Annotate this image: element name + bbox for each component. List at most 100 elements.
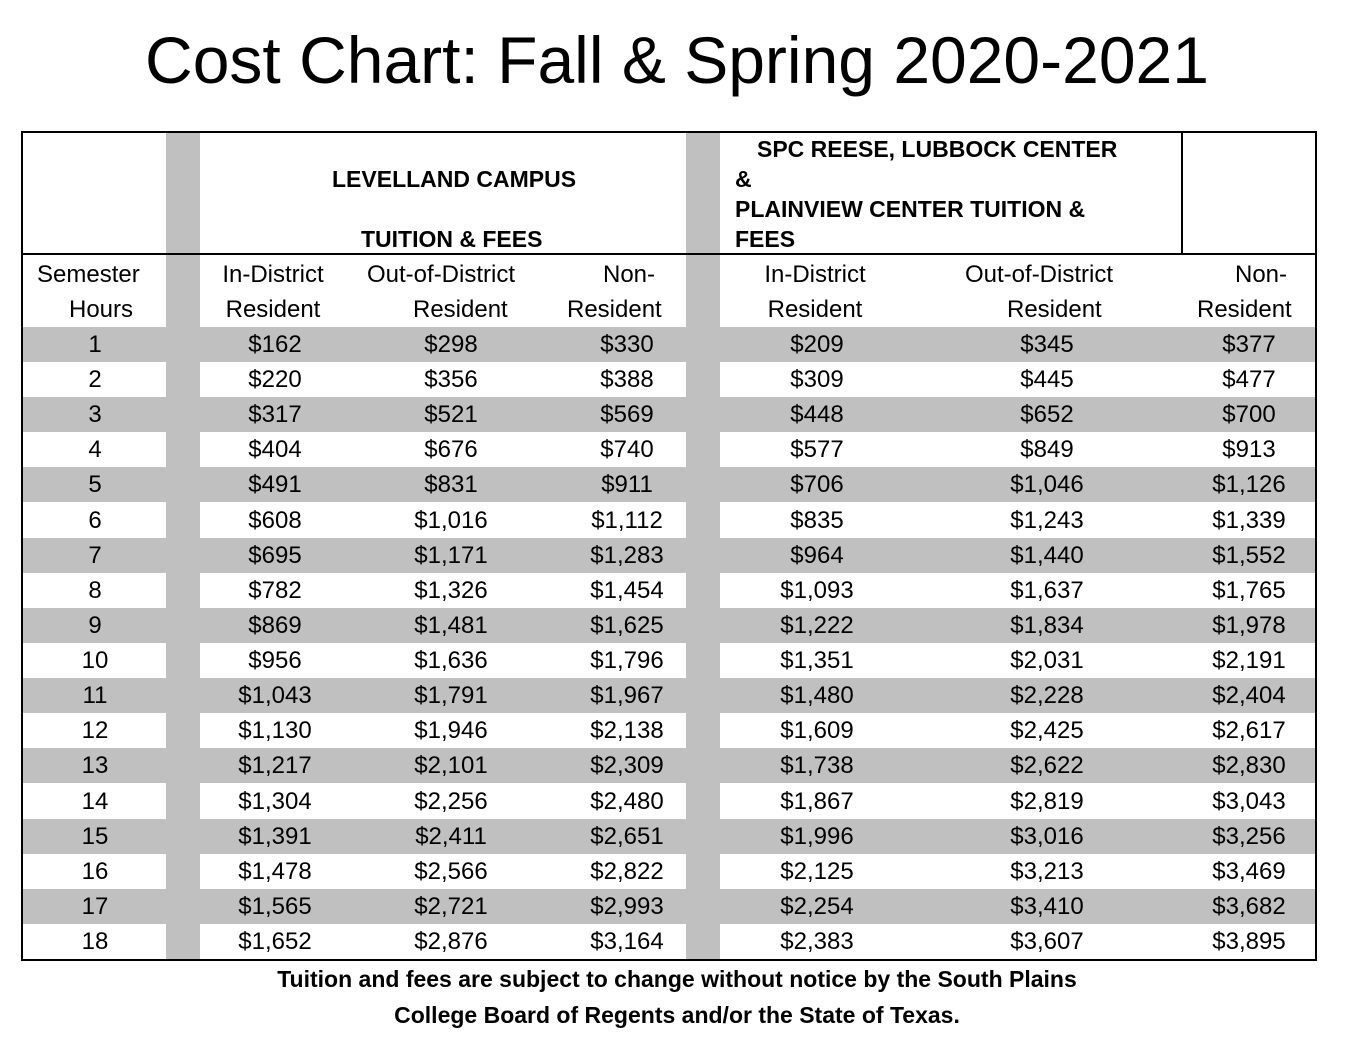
table-row: 4 $404 $676 $740 $577 $849 $913 bbox=[23, 432, 1315, 467]
table-row: 13 $1,217 $2,101 $2,309 $1,738 $2,622 $2,830 bbox=[23, 748, 1315, 784]
cell-reese-out-of-district: $3,607 bbox=[1010, 928, 1084, 956]
cell-hours: 10 bbox=[81, 647, 109, 675]
cell-reese-non-resident: $700 bbox=[1222, 401, 1276, 429]
cell-reese-non-resident: $3,469 bbox=[1212, 857, 1286, 885]
cell-reese-non-resident: $2,617 bbox=[1212, 717, 1286, 745]
cell-hours: 5 bbox=[88, 471, 102, 499]
col-reese-non-resident-line1: Non- bbox=[1235, 261, 1288, 288]
table-row: 15 $1,391 $2,411 $2,651 $1,996 $3,016 $3,256 bbox=[23, 818, 1315, 854]
table-row: 17 $1,565 $2,721 $2,993 $2,254 $3,410 $3,682 bbox=[23, 888, 1315, 924]
col-levelland-out-of-district-line2: Resident bbox=[413, 296, 508, 323]
cell-levelland-in-district: $782 bbox=[248, 576, 302, 604]
cell-levelland-non-resident: $1,967 bbox=[590, 682, 664, 710]
reese-center-heading-line4: FEES bbox=[735, 226, 796, 252]
col-levelland-in-district: In-District Resident bbox=[201, 257, 345, 327]
cell-hours: 2 bbox=[88, 366, 102, 394]
table-row: 16 $1,478 $2,566 $2,822 $2,125 $3,213 $3,469 bbox=[23, 854, 1315, 889]
cell-reese-out-of-district: $3,213 bbox=[1010, 857, 1084, 885]
cell-levelland-out-of-district: $1,791 bbox=[414, 682, 488, 710]
cell-hours: 18 bbox=[81, 928, 109, 956]
cell-levelland-non-resident: $1,625 bbox=[590, 611, 664, 639]
levelland-campus-heading: LEVELLAND CAMPUS bbox=[332, 166, 577, 192]
cell-reese-non-resident: $3,256 bbox=[1212, 822, 1286, 850]
table-row: 11 $1,043 $1,791 $1,967 $1,480 $2,228 $2,404 bbox=[23, 678, 1315, 714]
col-reese-non-resident: Non- Resident bbox=[1195, 257, 1307, 327]
cell-reese-non-resident: $1,339 bbox=[1212, 506, 1286, 534]
cell-levelland-non-resident: $2,993 bbox=[590, 892, 664, 920]
cell-reese-non-resident: $3,043 bbox=[1212, 787, 1286, 815]
cell-hours: 17 bbox=[81, 892, 109, 920]
cell-reese-in-district: $706 bbox=[790, 471, 844, 499]
cell-levelland-out-of-district: $2,566 bbox=[414, 857, 488, 885]
col-levelland-non-resident-line2: Resident bbox=[567, 296, 662, 323]
cell-levelland-non-resident: $1,796 bbox=[590, 647, 664, 675]
cell-reese-non-resident: $3,682 bbox=[1212, 892, 1286, 920]
col-reese-out-of-district-line1: Out-of-District bbox=[965, 261, 1114, 288]
cell-levelland-out-of-district: $1,326 bbox=[414, 576, 488, 604]
col-semester-hours-line2: Hours bbox=[69, 296, 134, 323]
cell-reese-in-district: $2,383 bbox=[780, 928, 854, 956]
cell-levelland-non-resident: $2,651 bbox=[590, 822, 664, 850]
cell-levelland-non-resident: $3,164 bbox=[590, 928, 664, 956]
table-row: 3 $317 $521 $569 $448 $652 $700 bbox=[23, 397, 1315, 433]
cell-hours: 4 bbox=[88, 436, 102, 464]
levelland-tuition-heading: TUITION & FEES bbox=[361, 226, 543, 252]
cell-levelland-out-of-district: $298 bbox=[424, 331, 478, 358]
cell-reese-non-resident: $1,126 bbox=[1212, 471, 1286, 499]
cell-reese-in-district: $209 bbox=[790, 331, 844, 358]
cell-levelland-out-of-district: $2,256 bbox=[414, 787, 488, 815]
cell-reese-in-district: $964 bbox=[790, 541, 844, 569]
cell-levelland-non-resident: $2,309 bbox=[590, 752, 664, 780]
cell-reese-out-of-district: $1,637 bbox=[1010, 576, 1084, 604]
cell-reese-in-district: $448 bbox=[790, 401, 844, 429]
cell-reese-in-district: $1,867 bbox=[780, 787, 854, 815]
cell-levelland-out-of-district: $2,411 bbox=[415, 822, 487, 850]
table-row: 6 $608 $1,016 $1,112 $835 $1,243 $1,339 bbox=[23, 503, 1315, 538]
cell-levelland-in-district: $1,130 bbox=[238, 717, 312, 745]
col-levelland-out-of-district: Out-of-District Resident bbox=[367, 257, 533, 327]
cell-levelland-non-resident: $911 bbox=[601, 471, 653, 499]
cell-levelland-non-resident: $1,283 bbox=[590, 541, 664, 569]
cell-reese-out-of-district: $2,622 bbox=[1010, 752, 1084, 780]
col-reese-in-district: In-District Resident bbox=[743, 257, 887, 327]
cell-reese-out-of-district: $652 bbox=[1020, 401, 1074, 429]
cost-table: 1 $162 $298 $330 $209 $345 $377 2 $220 $356 $388 $3… bbox=[21, 131, 1317, 961]
header-vertical-divider bbox=[1181, 133, 1183, 253]
header-divider bbox=[23, 253, 1315, 255]
cell-hours: 15 bbox=[81, 822, 109, 850]
cell-reese-in-district: $1,351 bbox=[780, 647, 854, 675]
cell-reese-out-of-district: $1,243 bbox=[1010, 506, 1084, 534]
cell-reese-out-of-district: $1,440 bbox=[1010, 541, 1084, 569]
cell-levelland-out-of-district: $1,171 bbox=[414, 541, 488, 569]
cell-levelland-non-resident: $2,138 bbox=[590, 717, 664, 745]
cell-levelland-in-district: $1,565 bbox=[238, 892, 312, 920]
cell-reese-in-district: $835 bbox=[790, 506, 844, 534]
cell-reese-in-district: $577 bbox=[790, 436, 844, 464]
cell-levelland-out-of-district: $1,481 bbox=[414, 611, 488, 639]
page-title: Cost Chart: Fall & Spring 2020-2021 bbox=[145, 23, 1209, 97]
cell-hours: 3 bbox=[88, 401, 102, 429]
cell-levelland-in-district: $1,652 bbox=[238, 928, 312, 956]
cell-reese-non-resident: $2,404 bbox=[1212, 682, 1286, 710]
cell-reese-out-of-district: $849 bbox=[1020, 436, 1074, 464]
col-levelland-out-of-district-line1: Out-of-District bbox=[367, 261, 516, 288]
cell-reese-non-resident: $3,895 bbox=[1212, 928, 1286, 956]
cell-levelland-out-of-district: $2,876 bbox=[414, 928, 488, 956]
reese-center-heading-line2: & bbox=[735, 166, 752, 192]
reese-center-heading-line1: SPC REESE, LUBBOCK CENTER bbox=[757, 136, 1118, 162]
cell-reese-out-of-district: $3,016 bbox=[1010, 822, 1084, 850]
cell-reese-out-of-district: $345 bbox=[1020, 331, 1074, 358]
cell-levelland-non-resident: $1,112 bbox=[591, 506, 663, 534]
col-reese-non-resident-line2: Resident bbox=[1197, 296, 1292, 323]
cell-levelland-out-of-district: $676 bbox=[424, 436, 478, 464]
col-semester-hours: Semester Hours bbox=[37, 257, 140, 327]
cell-levelland-in-district: $317 bbox=[248, 401, 302, 429]
cell-levelland-out-of-district: $521 bbox=[424, 401, 478, 429]
cell-hours: 8 bbox=[88, 576, 102, 604]
cell-levelland-out-of-district: $356 bbox=[424, 366, 478, 394]
cell-hours: 9 bbox=[88, 611, 102, 639]
cell-levelland-non-resident: $388 bbox=[600, 366, 654, 394]
cell-reese-out-of-district: $1,834 bbox=[1010, 611, 1084, 639]
cell-levelland-in-district: $491 bbox=[248, 471, 302, 499]
table-row: 7 $695 $1,171 $1,283 $964 $1,440 $1,552 bbox=[23, 537, 1315, 573]
